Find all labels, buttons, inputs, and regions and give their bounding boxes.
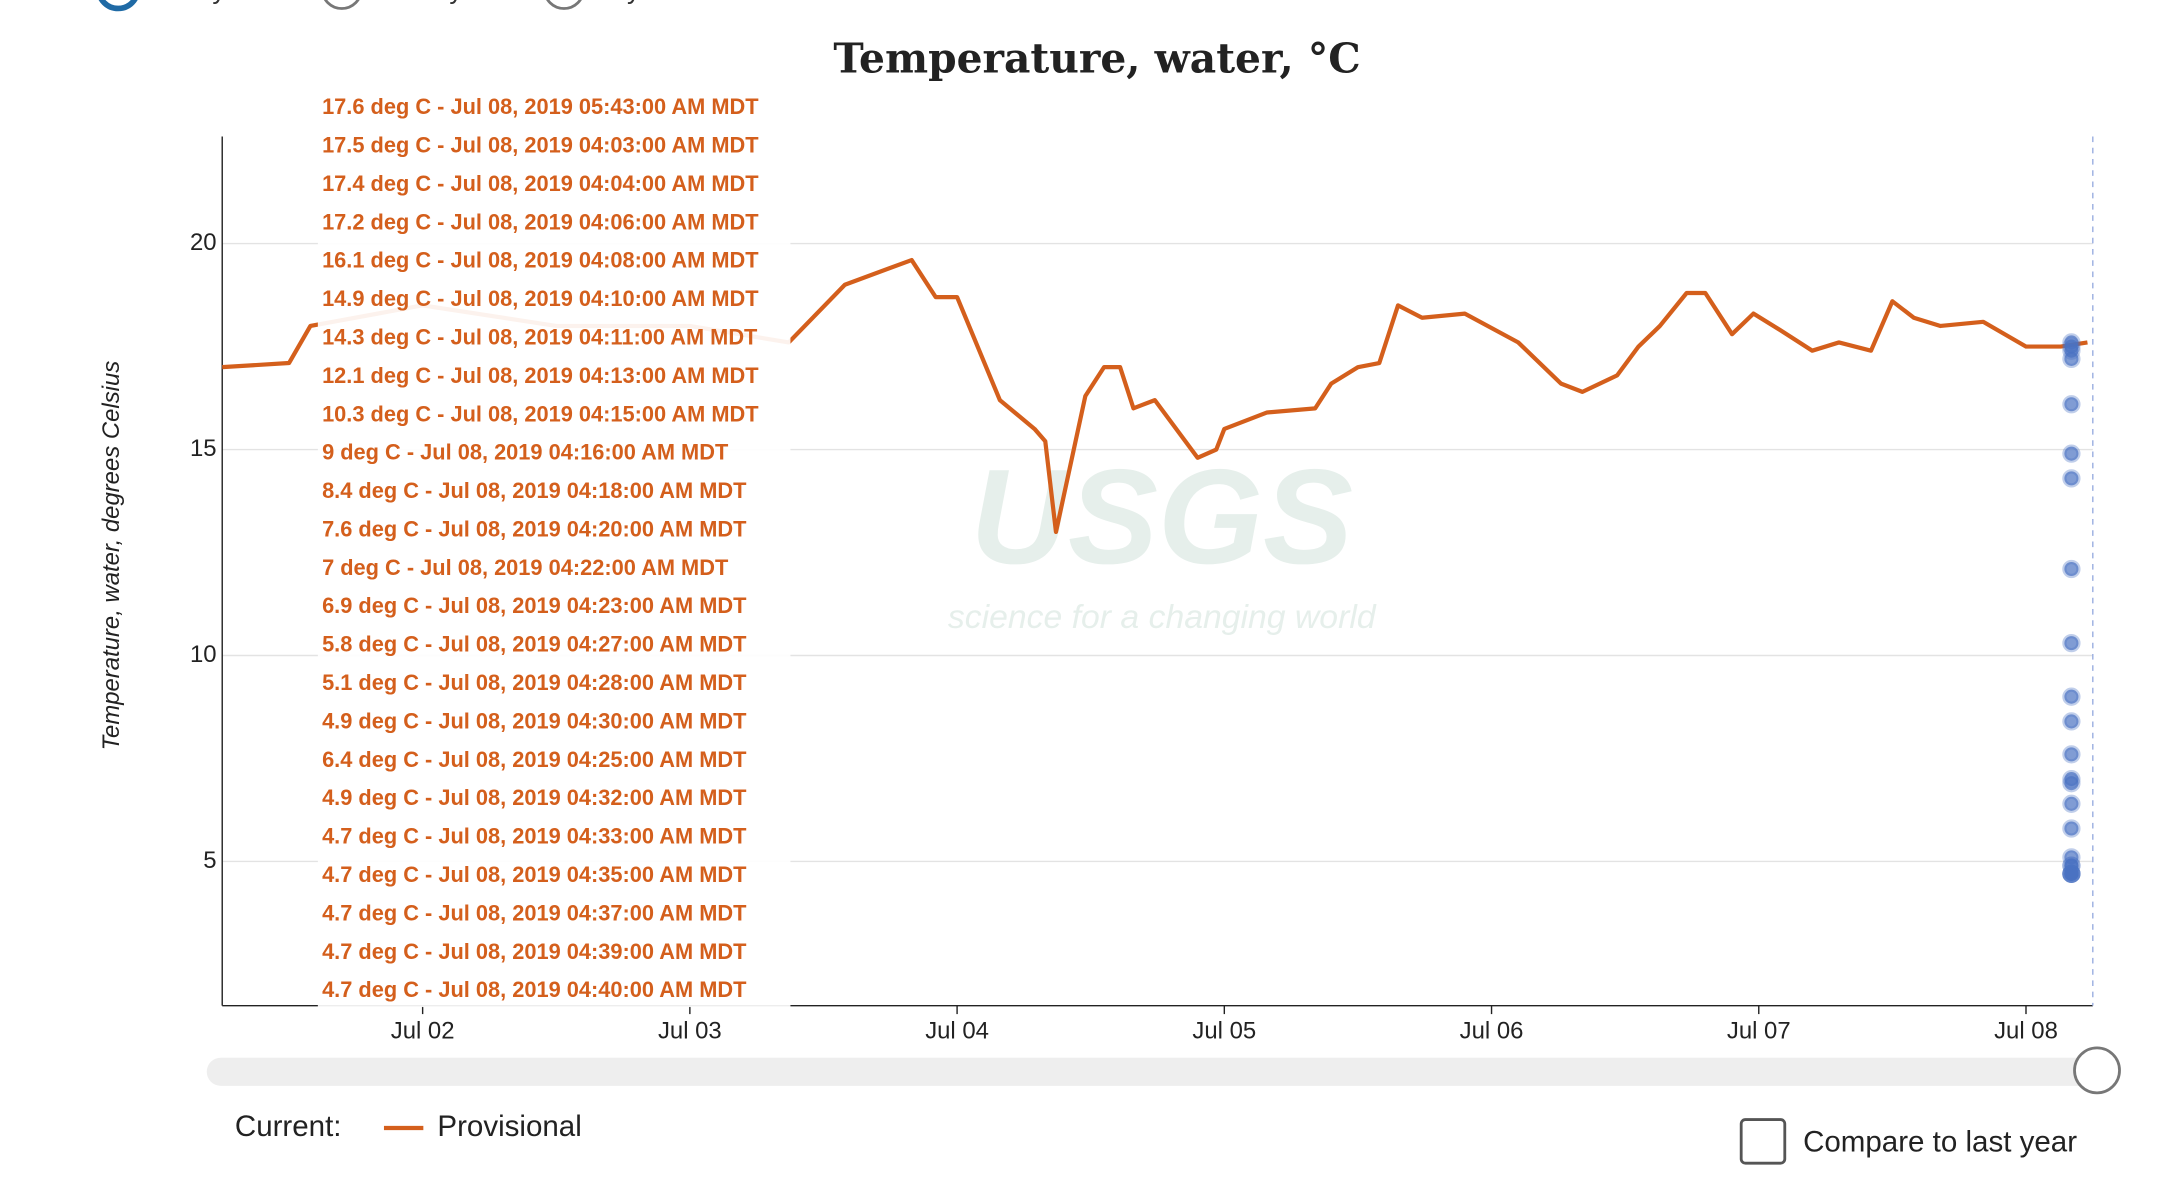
checkbox-label[interactable]: Compare to last year — [1803, 1125, 2077, 1158]
tooltip-text: 9 deg C - Jul 08, 2019 04:16:00 AM MDT — [322, 440, 729, 465]
tooltip-text: 14.3 deg C - Jul 08, 2019 04:11:00 AM MD… — [322, 324, 758, 349]
y-tick-label: 20 — [190, 229, 217, 256]
y-axis-label: Temperature, water, degrees Celsius — [98, 361, 125, 751]
tooltip-text: 17.6 deg C - Jul 08, 2019 05:43:00 AM MD… — [322, 94, 759, 119]
x-tick-label: Jul 02 — [391, 1018, 455, 1045]
checkbox[interactable] — [1739, 1118, 1787, 1165]
tooltip-text: 4.7 deg C - Jul 08, 2019 04:37:00 AM MDT — [322, 900, 747, 925]
slider-handle[interactable] — [2073, 1046, 2121, 1095]
tooltip-text: 6.4 deg C - Jul 08, 2019 04:25:00 AM MDT — [322, 747, 747, 772]
radio-selected[interactable] — [98, 0, 138, 12]
tooltip-text: 5.1 deg C - Jul 08, 2019 04:28:00 AM MDT — [322, 670, 747, 695]
hover-point — [2062, 444, 2081, 463]
x-tick-label: Jul 07 — [1727, 1018, 1791, 1045]
tooltip-text: 5.8 deg C - Jul 08, 2019 04:27:00 AM MDT — [322, 632, 747, 657]
x-tick-label: Jul 08 — [1994, 1018, 2058, 1045]
tooltip-text: 12.1 deg C - Jul 08, 2019 04:13:00 AM MD… — [322, 363, 759, 388]
legend-title: Current: — [235, 1110, 342, 1143]
hover-point — [2062, 349, 2081, 369]
watermark: science for a changing world — [948, 598, 1377, 636]
x-tick-label: Jul 03 — [658, 1018, 722, 1045]
tooltip-text: 17.4 deg C - Jul 08, 2019 04:04:00 AM MD… — [322, 171, 759, 196]
y-tick-label: 5 — [203, 847, 216, 874]
tooltip-text: 6.9 deg C - Jul 08, 2019 04:23:00 AM MDT — [322, 593, 747, 618]
watermark: USGS — [970, 441, 1353, 592]
hover-point — [2062, 745, 2081, 764]
hover-point — [2062, 819, 2081, 838]
tooltip-text: 4.7 deg C - Jul 08, 2019 04:39:00 AM MDT — [322, 939, 747, 964]
tooltip-text: 17.5 deg C - Jul 08, 2019 04:03:00 AM MD… — [322, 132, 759, 157]
tooltip-box — [317, 90, 791, 1008]
tooltip-text: 8.4 deg C - Jul 08, 2019 04:18:00 AM MDT — [322, 478, 747, 503]
tooltip-text: 4.7 deg C - Jul 08, 2019 04:33:00 AM MDT — [322, 824, 747, 849]
radio-label[interactable]: 7 days — [160, 0, 239, 5]
hover-point — [2062, 395, 2081, 414]
radio[interactable] — [322, 0, 361, 10]
radio-label[interactable]: 30 days — [383, 0, 477, 5]
tooltip-text: 4.9 deg C - Jul 08, 2019 04:32:00 AM MDT — [322, 785, 747, 810]
hover-point — [2062, 687, 2081, 706]
hover-point — [2062, 774, 2081, 793]
hover-point — [2062, 559, 2081, 579]
y-tick-label: 15 — [190, 435, 217, 462]
tooltip-text: 17.2 deg C - Jul 08, 2019 04:06:00 AM MD… — [322, 209, 759, 234]
tooltip-text: 16.1 deg C - Jul 08, 2019 04:08:00 AM MD… — [322, 248, 759, 273]
x-tick-label: Jul 05 — [1192, 1018, 1256, 1045]
data-line — [222, 257, 2088, 535]
x-tick-label: Jul 04 — [925, 1018, 989, 1045]
tooltip-text: 10.3 deg C - Jul 08, 2019 04:15:00 AM MD… — [322, 401, 759, 426]
hover-point — [2062, 469, 2081, 488]
tooltip-text: 4.7 deg C - Jul 08, 2019 04:35:00 AM MDT — [322, 862, 747, 887]
plot: 5 10 15 20 Jul 02 Jul 03 Jul 04 Jul 05 Jul 06 Jul… — [190, 90, 2094, 1045]
hover-point — [2062, 634, 2081, 653]
tooltip-text: 4.9 deg C - Jul 08, 2019 04:30:00 AM MDT — [322, 708, 747, 733]
hover-point — [2062, 794, 2081, 813]
tooltip-text: 4.7 deg C - Jul 08, 2019 04:40:00 AM MDT — [322, 977, 747, 1002]
radio[interactable] — [544, 0, 583, 10]
hover-point — [2062, 864, 2081, 883]
chart-title: Temperature, water, °C — [833, 34, 1360, 82]
legend-label: Provisional — [437, 1110, 581, 1143]
y-tick-label: 10 — [190, 641, 217, 668]
tooltip-text: 7 deg C - Jul 08, 2019 04:22:00 AM MDT — [322, 555, 729, 580]
hover-point — [2062, 712, 2081, 731]
radio-label[interactable]: 1 year — [605, 0, 679, 5]
slider-track[interactable] — [206, 1057, 2096, 1086]
tooltip-text: 14.9 deg C - Jul 08, 2019 04:10:00 AM MD… — [322, 286, 759, 311]
tooltip-text: 7.6 deg C - Jul 08, 2019 04:20:00 AM MDT — [322, 516, 747, 541]
x-tick-label: Jul 06 — [1460, 1018, 1524, 1045]
